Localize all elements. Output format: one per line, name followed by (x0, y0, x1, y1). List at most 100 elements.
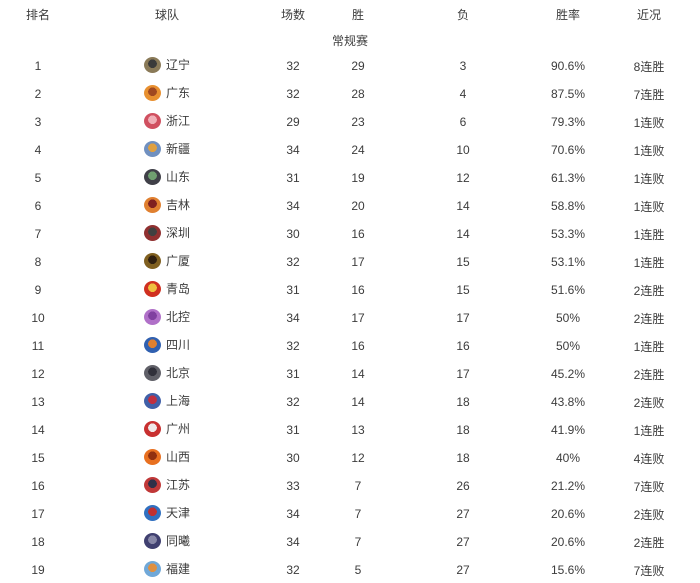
team-rank: 15 (31, 451, 45, 465)
team-winrate: 41.9% (550, 423, 586, 437)
team-winrate: 70.6% (550, 143, 586, 157)
team-logo-icon (143, 252, 161, 269)
team-streak: 1连胜 (633, 255, 665, 270)
team-wins: 29 (351, 59, 365, 73)
team-row: 15 山西 30 12 18 40% 4连败 (0, 444, 700, 472)
team-cell: 江苏 (76, 472, 258, 500)
team-wins: 13 (351, 423, 365, 437)
team-wins: 16 (351, 227, 365, 241)
team-games: 32 (286, 59, 300, 73)
team-losses: 15 (456, 283, 470, 297)
team-winrate: 20.6% (550, 535, 586, 549)
team-logo-icon (143, 280, 161, 297)
team-rank: 19 (31, 563, 45, 577)
col-header-streak: 近况 (636, 7, 661, 22)
team-losses: 14 (456, 199, 470, 213)
team-wins: 20 (351, 199, 365, 213)
team-rank: 2 (34, 87, 42, 101)
team-streak: 1连胜 (633, 339, 665, 354)
team-streak: 1连胜 (633, 227, 665, 242)
team-games: 32 (286, 563, 300, 577)
team-logo-icon (143, 504, 161, 521)
team-name: 深圳 (165, 226, 190, 241)
team-cell: 上海 (76, 388, 258, 416)
team-rank: 7 (34, 227, 42, 241)
team-winrate: 61.3% (550, 171, 586, 185)
team-name: 山东 (165, 170, 190, 185)
team-winrate: 87.5% (550, 87, 586, 101)
team-row: 19 福建 32 5 27 15.6% 7连败 (0, 556, 700, 583)
team-logo-icon (143, 56, 161, 73)
team-wins: 7 (354, 479, 362, 493)
team-logo-icon (143, 420, 161, 437)
team-wins: 7 (354, 507, 362, 521)
team-row: 4 新疆 34 24 10 70.6% 1连败 (0, 136, 700, 164)
team-row: 5 山东 31 19 12 61.3% 1连败 (0, 164, 700, 192)
team-cell: 辽宁 (76, 52, 258, 80)
team-winrate: 53.1% (550, 255, 586, 269)
team-rank: 5 (34, 171, 42, 185)
team-wins: 24 (351, 143, 365, 157)
team-losses: 18 (456, 451, 470, 465)
team-rank: 9 (34, 283, 42, 297)
team-games: 31 (286, 423, 300, 437)
team-cell: 吉林 (76, 192, 258, 220)
team-games: 32 (286, 395, 300, 409)
team-name: 青岛 (165, 282, 190, 297)
team-logo-icon (143, 224, 161, 241)
team-logo-icon (143, 308, 161, 325)
team-row: 6 吉林 34 20 14 58.8% 1连败 (0, 192, 700, 220)
team-row: 8 广厦 32 17 15 53.1% 1连胜 (0, 248, 700, 276)
team-games: 31 (286, 367, 300, 381)
team-row: 9 青岛 31 16 15 51.6% 2连胜 (0, 276, 700, 304)
team-rank: 13 (31, 395, 45, 409)
team-losses: 27 (456, 563, 470, 577)
team-games: 30 (286, 227, 300, 241)
team-row: 14 广州 31 13 18 41.9% 1连胜 (0, 416, 700, 444)
team-name: 上海 (165, 394, 190, 409)
team-streak: 8连胜 (633, 59, 665, 74)
team-row: 3 浙江 29 23 6 79.3% 1连败 (0, 108, 700, 136)
team-logo-icon (143, 84, 161, 101)
col-header-winrate: 胜率 (555, 7, 580, 22)
section-row: 常规赛 (0, 28, 700, 52)
team-name: 广厦 (165, 254, 190, 269)
team-streak: 2连胜 (633, 311, 665, 326)
team-row: 1 辽宁 32 29 3 90.6% 8连胜 (0, 52, 700, 80)
team-wins: 28 (351, 87, 365, 101)
team-games: 34 (286, 199, 300, 213)
team-losses: 18 (456, 423, 470, 437)
team-cell: 天津 (76, 500, 258, 528)
header-row: 排名 球队 场数 胜 负 胜率 近况 (0, 0, 700, 28)
team-losses: 26 (456, 479, 470, 493)
team-wins: 14 (351, 367, 365, 381)
team-streak: 1连败 (633, 115, 665, 130)
team-cell: 福建 (76, 556, 258, 583)
team-logo-icon (143, 168, 161, 185)
team-winrate: 90.6% (550, 59, 586, 73)
team-games: 33 (286, 479, 300, 493)
team-cell: 北控 (76, 304, 258, 332)
team-cell: 广厦 (76, 248, 258, 276)
team-games: 32 (286, 87, 300, 101)
team-games: 29 (286, 115, 300, 129)
team-losses: 12 (456, 171, 470, 185)
team-streak: 2连胜 (633, 535, 665, 550)
team-name: 新疆 (165, 142, 190, 157)
section-label: 常规赛 (331, 33, 368, 48)
team-games: 31 (286, 283, 300, 297)
team-logo-icon (143, 196, 161, 213)
team-logo-icon (143, 532, 161, 549)
team-row: 10 北控 34 17 17 50% 2连胜 (0, 304, 700, 332)
team-cell: 新疆 (76, 136, 258, 164)
team-wins: 19 (351, 171, 365, 185)
team-losses: 16 (456, 339, 470, 353)
team-rank: 17 (31, 507, 45, 521)
team-wins: 17 (351, 311, 365, 325)
team-row: 18 同曦 34 7 27 20.6% 2连胜 (0, 528, 700, 556)
team-name: 北京 (165, 366, 190, 381)
team-wins: 14 (351, 395, 365, 409)
team-name: 天津 (165, 506, 190, 521)
team-losses: 27 (456, 507, 470, 521)
